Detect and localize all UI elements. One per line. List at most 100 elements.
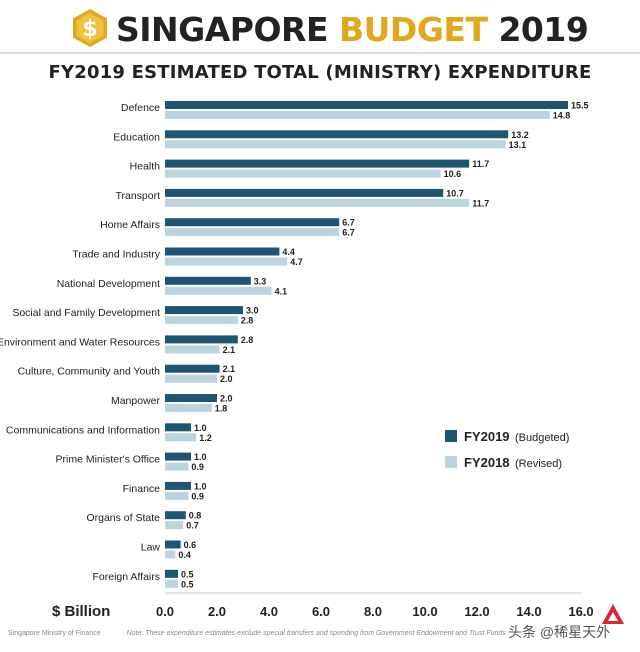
bar-fy2018 (165, 228, 340, 237)
value-label: 10.6 (444, 169, 462, 179)
bar-fy2019 (165, 394, 217, 402)
bar-fy2018 (165, 462, 189, 471)
category-label: Defence (121, 102, 160, 114)
value-label: 1.0 (194, 452, 207, 462)
value-label: 0.4 (178, 550, 191, 560)
category-label: Home Affairs (100, 219, 160, 231)
bar-fy2019 (165, 276, 251, 285)
value-label: 4.7 (290, 257, 303, 267)
value-label: 4.4 (282, 247, 295, 257)
category-label: Environment and Water Resources (0, 336, 160, 348)
category-label: Finance (123, 483, 161, 495)
bar-fy2018 (165, 521, 184, 530)
value-label: 1.0 (194, 423, 207, 433)
bar-fy2018 (165, 550, 176, 559)
value-label: 0.6 (184, 540, 197, 550)
bar-fy2019 (165, 423, 191, 432)
bar-fy2018 (165, 404, 212, 412)
category-label: Culture, Community and Youth (18, 366, 161, 378)
value-label: 14.8 (553, 111, 571, 121)
category-label: Health (130, 161, 161, 173)
bar-fy2019 (165, 247, 280, 256)
footnote: Singapore Ministry of Finance Note: Thes… (8, 630, 528, 637)
bar-fy2019 (165, 130, 509, 139)
value-label: 2.8 (241, 335, 254, 345)
bar-fy2019 (165, 569, 178, 578)
category-label: Communications and Information (6, 424, 160, 436)
banner-title: SINGAPORE BUDGET 2019 (116, 10, 589, 50)
banner-title-budget: BUDGET (338, 10, 488, 49)
x-tick-label: 16.0 (568, 604, 593, 619)
bar-fy2018 (165, 345, 220, 354)
value-label: 0.8 (189, 511, 202, 521)
source-text: Singapore Ministry of Finance (8, 630, 101, 637)
value-label: 13.1 (509, 140, 527, 150)
value-label: 15.5 (571, 101, 589, 111)
bar-fy2019 (165, 306, 243, 315)
legend-series-name: FY2019 (464, 429, 510, 444)
bar-fy2019 (165, 335, 238, 344)
category-label: Foreign Affairs (92, 571, 160, 583)
chart-title: FY2019 ESTIMATED TOTAL (MINISTRY) EXPEND… (48, 62, 592, 83)
value-label: 6.7 (342, 228, 355, 238)
bar-fy2019 (165, 452, 191, 461)
bar-fy2019 (165, 188, 444, 197)
x-tick-label: 2.0 (208, 604, 226, 619)
value-label: 0.5 (181, 579, 194, 589)
category-label: Prime Minister's Office (56, 454, 161, 466)
bar-fy2018 (165, 169, 441, 178)
bar-fy2018 (165, 433, 197, 442)
publisher-logo-icon (602, 604, 624, 624)
watermark: 头条 @稀星天外 (508, 624, 611, 640)
bar-fy2018 (165, 140, 506, 149)
bar-fy2018 (165, 374, 217, 383)
note-text: Note: These expenditure estimates exclud… (126, 630, 506, 637)
value-label: 0.9 (191, 462, 204, 472)
banner-title-year: 2019 (498, 10, 589, 49)
x-tick-label: 6.0 (312, 604, 330, 619)
bar-fy2019 (165, 481, 191, 490)
value-label: 1.2 (199, 433, 212, 443)
banner: $ SINGAPORE BUDGET 2019 (70, 8, 589, 52)
category-label: Law (141, 542, 161, 554)
bar-fy2018 (165, 111, 550, 119)
category-label: Manpower (111, 395, 161, 407)
banner-title-singapore: SINGAPORE (116, 10, 328, 49)
category-label: Transport (115, 190, 160, 202)
bar-fy2018 (165, 491, 189, 500)
value-label: 0.9 (191, 491, 204, 501)
bar-fy2018 (165, 579, 178, 588)
legend-series-name: FY2018 (464, 455, 510, 470)
value-label: 1.8 (215, 404, 228, 414)
x-tick-label: 12.0 (464, 604, 489, 619)
bar-fy2018 (165, 257, 288, 266)
bar-fy2019 (165, 364, 220, 373)
legend-series-note: (Revised) (515, 458, 562, 470)
x-tick-label: 14.0 (516, 604, 541, 619)
category-label: Trade and Industry (72, 249, 160, 261)
value-label: 13.2 (511, 130, 529, 140)
value-label: 11.7 (472, 159, 489, 169)
banner-divider (0, 52, 640, 54)
value-label: 11.7 (472, 198, 489, 208)
value-label: 6.7 (342, 218, 355, 228)
value-label: 0.7 (186, 521, 199, 531)
bar-fy2018 (165, 198, 470, 207)
coin-icon: $ (73, 9, 107, 47)
x-tick-label: 10.0 (412, 604, 437, 619)
value-label: 2.1 (223, 364, 236, 374)
category-label: National Development (57, 278, 160, 290)
value-label: 4.1 (275, 286, 288, 296)
bar-fy2019 (165, 218, 340, 227)
legend-swatch-fy2019 (445, 430, 457, 442)
value-label: 2.8 (241, 316, 254, 326)
bar-fy2019 (165, 159, 470, 168)
value-label: 2.0 (220, 374, 233, 384)
category-label: Education (113, 131, 160, 143)
category-label: Social and Family Development (12, 307, 160, 319)
value-label: 0.5 (181, 569, 194, 579)
bar-fy2019 (165, 101, 568, 109)
x-tick-label: 8.0 (364, 604, 382, 619)
bar-fy2019 (165, 511, 186, 520)
